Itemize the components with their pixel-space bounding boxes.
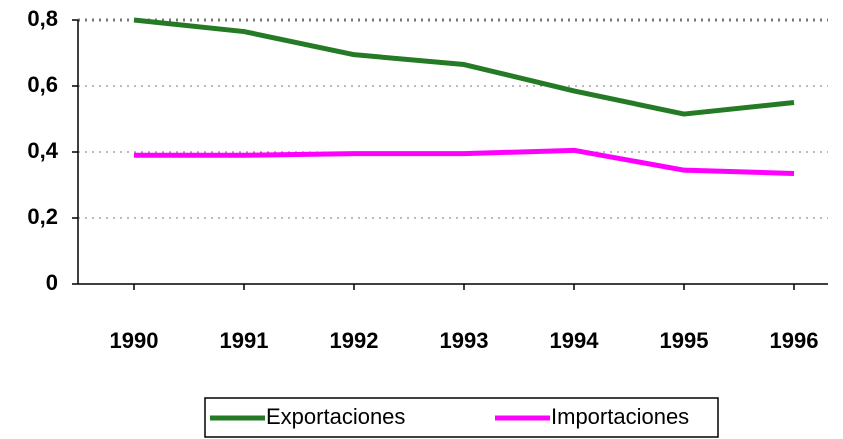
- line-series: [133, 17, 795, 117]
- y-tick-label: 0: [46, 270, 58, 295]
- legend-label: Importaciones: [551, 404, 689, 429]
- legend-box: [204, 397, 719, 438]
- x-tick-label: 1996: [770, 328, 819, 353]
- x-tick-label: 1990: [110, 328, 159, 353]
- x-tick-label: 1994: [550, 328, 600, 353]
- x-tick-label: 1991: [220, 328, 269, 353]
- y-tick-label: 0,4: [27, 138, 58, 163]
- legend-label: Exportaciones: [266, 404, 405, 429]
- x-tick-label: 1995: [660, 328, 709, 353]
- y-tick-label: 0,8: [27, 6, 58, 31]
- x-tick-label: 1992: [330, 328, 379, 353]
- y-tick-label: 0,6: [27, 72, 58, 97]
- x-tick-label: 1993: [440, 328, 489, 353]
- y-tick-label: 0,2: [27, 204, 58, 229]
- line-series: [134, 147, 795, 176]
